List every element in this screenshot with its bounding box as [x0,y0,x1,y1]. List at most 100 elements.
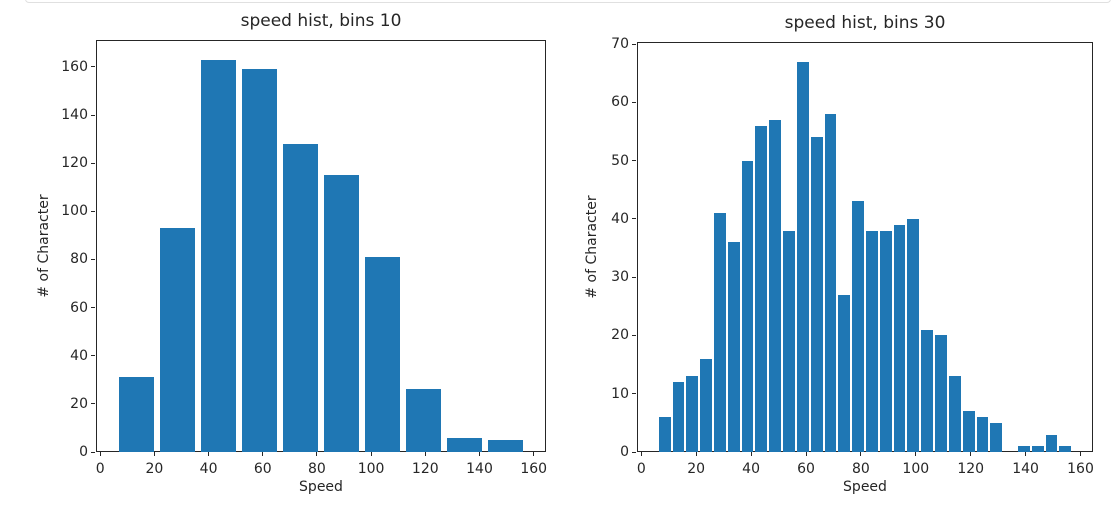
x-tick [805,452,807,456]
histogram-bar [907,218,920,452]
y-tick-label: 80 [70,251,88,268]
y-tick [632,276,636,278]
chart-title: speed hist, bins 10 [240,11,402,31]
x-tick-label: 100 [902,461,930,477]
x-tick [750,452,752,456]
y-tick-label: 60 [611,94,629,111]
histogram-bar [405,389,441,452]
y-tick [91,451,95,453]
y-tick-label: 70 [611,36,629,52]
histogram-bar [866,230,878,452]
x-tick-label: 20 [145,461,164,477]
histogram-bar [783,230,795,452]
histogram-bar [672,382,685,452]
histogram-bar [714,213,726,452]
y-tick [632,160,636,162]
histogram-bar [796,61,809,452]
y-tick-label: 40 [70,347,88,364]
histogram-bar [893,224,906,452]
histogram-bar [283,143,319,452]
histogram-bar [810,137,823,452]
x-tick-label: 120 [411,461,439,477]
y-tick-label: 140 [61,107,88,123]
x-tick [970,452,972,456]
x-tick [316,452,318,456]
histogram-bar [921,329,934,452]
histogram-bar [119,377,155,452]
histogram-bar [1045,434,1058,452]
histogram-bar [948,376,961,452]
x-tick [1025,452,1027,456]
y-tick-label: 30 [611,269,629,286]
x-tick-label: 160 [520,461,548,477]
x-tick [640,452,642,456]
x-axis-label: Speed [299,479,343,495]
x-tick-label: 80 [851,461,870,477]
histogram-bar [160,228,196,452]
plot-area [637,42,1093,452]
x-tick [262,452,264,456]
y-tick-label: 0 [79,444,88,460]
x-tick [99,452,101,456]
histogram-bar [686,376,699,452]
x-tick-label: 120 [957,461,985,477]
x-tick [370,452,372,456]
x-tick-label: 60 [797,461,815,477]
histogram-bar [446,437,482,452]
x-tick-label: 160 [1067,461,1094,477]
histogram-bar [242,69,278,452]
histogram-bar [990,422,1003,452]
x-axis-label: Speed [843,479,887,495]
chart-title: speed hist, bins 30 [784,13,946,33]
y-tick [91,258,95,260]
x-tick-label: 40 [742,461,760,477]
y-tick [91,114,95,116]
x-tick [533,452,535,456]
x-tick [915,452,917,456]
x-tick-label: 0 [636,461,646,477]
x-tick [153,452,155,456]
histogram-bar [1031,446,1044,452]
y-tick-label: 40 [611,210,629,227]
x-tick [479,452,480,456]
y-tick-label: 100 [61,203,88,220]
y-tick [91,66,95,68]
x-tick-label: 100 [357,461,385,477]
histogram-bar [487,440,523,452]
y-tick-label: 50 [611,152,629,169]
y-axis-label: # of Character [584,195,600,299]
histogram-bar [976,417,989,452]
histogram-bar [1059,446,1072,452]
histogram-bar [700,358,712,452]
histogram-bar [1018,446,1030,452]
histogram-bar [323,175,360,452]
y-tick [632,334,636,336]
histogram-bar [741,160,754,452]
histogram-bar [879,230,892,452]
x-tick [860,452,862,456]
y-tick [632,218,636,220]
y-tick-label: 160 [61,58,88,75]
histogram-bar [962,411,975,452]
histogram-bar [935,335,947,452]
x-tick-label: 80 [307,461,326,477]
x-tick-label: 40 [199,461,218,477]
histogram-bar [364,257,400,452]
y-tick-label: 10 [611,385,629,402]
histogram-bar [838,294,851,452]
x-tick [208,452,210,456]
y-tick [632,393,636,395]
y-tick-label: 120 [61,155,88,172]
histogram-bar [769,119,782,452]
y-tick [91,403,95,405]
x-tick-label: 60 [253,461,272,477]
x-tick [695,452,697,456]
histogram-bar [201,59,237,452]
y-tick-label: 20 [611,327,629,344]
histogram-bar [727,242,740,452]
y-tick [91,162,95,164]
x-tick [424,452,426,456]
